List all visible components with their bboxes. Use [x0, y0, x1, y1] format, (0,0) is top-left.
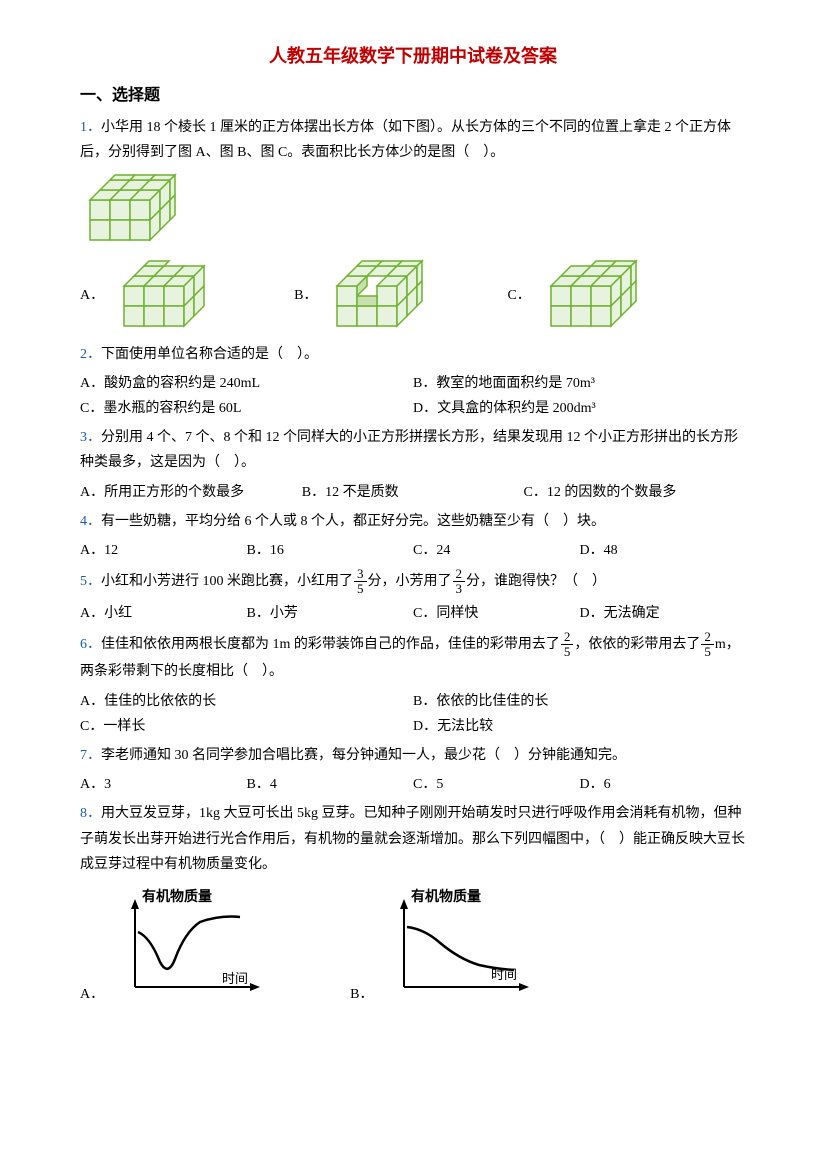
question-1: 1．小华用 18 个棱长 1 厘米的正方体摆出长方体（如下图）。从长方体的三个不… — [80, 115, 746, 165]
q-text: 用大豆发豆芽，1kg 大豆可长出 5kg 豆芽。已知种子刚刚开始萌发时只进行呼吸… — [80, 806, 745, 871]
opt-a-label: A． — [80, 982, 104, 1007]
x-axis-label: 时间 — [222, 971, 248, 986]
fraction: 23 — [453, 567, 466, 597]
q-text: 有一些奶糖，平均分给 6 个人或 8 个人，都正好分完。这些奶糖至少有（ ）块。 — [101, 514, 605, 529]
q-num: 1． — [80, 120, 101, 135]
opt: A．12 — [80, 538, 247, 563]
fraction: 25 — [561, 630, 574, 660]
cuboid-a-icon — [114, 256, 244, 336]
q8-graphs: A． 有机物质量 时间 B． 有机物质量 时间 — [80, 887, 746, 1007]
q2-options: A．酸奶盒的容积约是 240mL B．教室的地面面积约是 70m³ C．墨水瓶的… — [80, 371, 746, 421]
question-8: 8．用大豆发豆芽，1kg 大豆可长出 5kg 豆芽。已知种子刚刚开始萌发时只进行… — [80, 801, 746, 877]
question-7: 7．李老师通知 30 名同学参加合唱比赛，每分钟通知一人，最少花（ ）分钟能通知… — [80, 743, 746, 768]
q-num: 7． — [80, 748, 101, 763]
opt: B．小芳 — [247, 601, 414, 626]
question-2: 2．下面使用单位名称合适的是（ ）。 — [80, 342, 746, 367]
q3-options: A．所用正方形的个数最多 B．12 不是质数 C．12 的因数的个数最多 — [80, 480, 746, 505]
opt: C．墨水瓶的容积约是 60L — [80, 396, 413, 421]
q1-options: A． B． C． — [80, 256, 746, 336]
q-num: 3． — [80, 430, 101, 445]
opt: C．24 — [413, 538, 580, 563]
opt: C．一样长 — [80, 714, 413, 739]
question-5: 5．小红和小芳进行 100 米跑比赛，小红用了35分，小芳用了23分，谁跑得快？… — [80, 567, 746, 597]
q-text: ，依依的彩带用去了 — [574, 637, 700, 652]
opt: D．无法比较 — [413, 714, 746, 739]
question-3: 3．分别用 4 个、7 个、8 个和 12 个同样大的小正方形拼摆长方形，结果发… — [80, 425, 746, 475]
opt: B．4 — [247, 772, 414, 797]
q-text: 分别用 4 个、7 个、8 个和 12 个同样大的小正方形拼摆长方形，结果发现用… — [80, 430, 738, 470]
fraction: 25 — [701, 630, 714, 660]
q7-options: A．3 B．4 C．5 D．6 — [80, 772, 746, 797]
q-text: 下面使用单位名称合适的是（ ）。 — [101, 347, 318, 362]
q-num: 5． — [80, 574, 101, 589]
q-num: 4． — [80, 514, 101, 529]
opt: A．佳佳的比依依的长 — [80, 689, 413, 714]
opt-b-label: B． — [294, 283, 317, 308]
opt-b-label: B． — [350, 982, 373, 1007]
opt: D．无法确定 — [580, 601, 747, 626]
opt: B．16 — [247, 538, 414, 563]
opt: D．6 — [580, 772, 747, 797]
question-4: 4．有一些奶糖，平均分给 6 个人或 8 个人，都正好分完。这些奶糖至少有（ ）… — [80, 509, 746, 534]
q-text: 小红和小芳进行 100 米跑比赛，小红用了 — [101, 574, 353, 589]
opt-c-label: C． — [507, 283, 530, 308]
opt: C．5 — [413, 772, 580, 797]
opt: B．教室的地面面积约是 70m³ — [413, 371, 746, 396]
opt: C．12 的因数的个数最多 — [524, 480, 746, 505]
opt: D．48 — [580, 538, 747, 563]
q1-figure — [80, 170, 746, 250]
opt: B．依依的比佳佳的长 — [413, 689, 746, 714]
q6-options: A．佳佳的比依依的长 B．依依的比佳佳的长 C．一样长 D．无法比较 — [80, 689, 746, 739]
q-num: 6． — [80, 637, 101, 652]
y-axis-label: 有机物质量 — [411, 888, 481, 905]
q-text: 佳佳和依依用两根长度都为 1m 的彩带装饰自己的作品，佳佳的彩带用去了 — [101, 637, 560, 652]
cuboid-icon — [80, 170, 200, 250]
doc-title: 人教五年级数学下册期中试卷及答案 — [80, 40, 746, 72]
opt: A．3 — [80, 772, 247, 797]
opt: C．同样快 — [413, 601, 580, 626]
opt-a-label: A． — [80, 283, 104, 308]
cuboid-c-icon — [541, 256, 671, 336]
section-heading: 一、选择题 — [80, 82, 746, 111]
fraction: 35 — [354, 567, 367, 597]
y-axis-label: 有机物质量 — [142, 888, 212, 905]
graph-b-icon: 有机物质量 时间 — [379, 887, 539, 1007]
q-text: 分，小芳用了 — [368, 574, 452, 589]
opt: A．所用正方形的个数最多 — [80, 480, 302, 505]
graph-a-icon: 有机物质量 时间 — [110, 887, 270, 1007]
q-text: 李老师通知 30 名同学参加合唱比赛，每分钟通知一人，最少花（ ）分钟能通知完。 — [101, 748, 626, 763]
q-num: 2． — [80, 347, 101, 362]
opt: D．文具盒的体积约是 200dm³ — [413, 396, 746, 421]
q-num: 8． — [80, 806, 101, 821]
q4-options: A．12 B．16 C．24 D．48 — [80, 538, 746, 563]
q-text: 分，谁跑得快？（ ） — [466, 574, 606, 589]
q-text: 小华用 18 个棱长 1 厘米的正方体摆出长方体（如下图）。从长方体的三个不同的… — [80, 120, 731, 160]
opt: A．小红 — [80, 601, 247, 626]
q5-options: A．小红 B．小芳 C．同样快 D．无法确定 — [80, 601, 746, 626]
opt: A．酸奶盒的容积约是 240mL — [80, 371, 413, 396]
cuboid-b-icon — [327, 256, 457, 336]
question-6: 6．佳佳和依依用两根长度都为 1m 的彩带装饰自己的作品，佳佳的彩带用去了25，… — [80, 630, 746, 685]
opt: B．12 不是质数 — [302, 480, 524, 505]
